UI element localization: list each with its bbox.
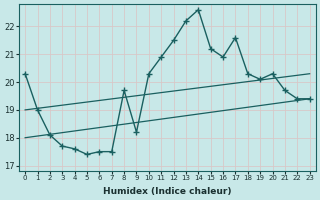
X-axis label: Humidex (Indice chaleur): Humidex (Indice chaleur)	[103, 187, 232, 196]
